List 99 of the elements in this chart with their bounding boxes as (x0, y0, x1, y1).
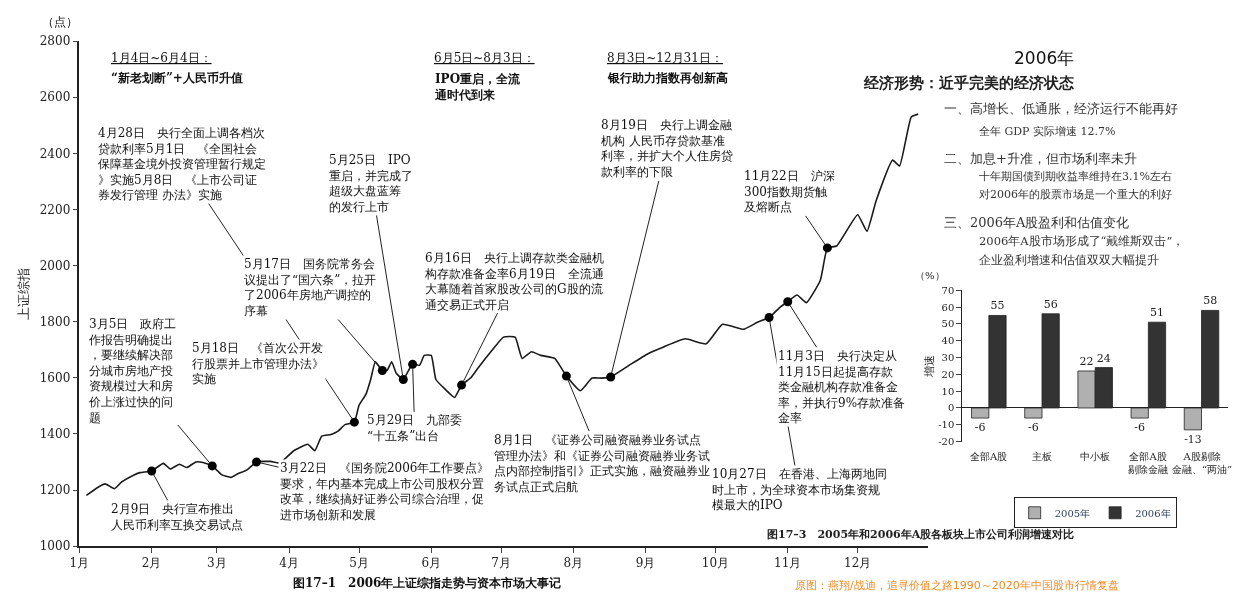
annotation: 10月27日 在香港、上海两地同时上市，为全球资本市场集资规模最大的IPO (712, 467, 887, 513)
annotation: 5月17日 国务院常务会议提出了“国六条”，拉开了2006年房地产调控的序幕 (244, 257, 377, 318)
annotation: 3月5日 政府工作报告明确提出，要继续解决部分城市房地产投资规模过大和房价上涨过快的问题 (88, 317, 177, 425)
y-tick-label: -20 (938, 436, 955, 448)
y-tick-label: 2200 (39, 202, 71, 217)
annotation: 8月1日 《证券公司融资融券业务试点管理办法》和《证券公司融资融券业务试点内部控制指引》正式实施，融资融券业务试点正式启航 (494, 433, 710, 494)
data-label: 58 (1203, 294, 1218, 308)
x-tick-label: 9月 (635, 556, 656, 571)
point (606, 372, 616, 382)
x-tick-label: 中小板 (1080, 451, 1110, 462)
data-label: -6 (1028, 421, 1039, 435)
x-tick-label: 10月 (701, 556, 730, 571)
data-label: -13 (1184, 432, 1202, 446)
text: 对2006年的股票市场是一个重大的利好 (979, 188, 1172, 201)
y-tick-label: 20 (941, 368, 955, 380)
point (349, 417, 359, 427)
text: 经济形势：近乎完美的经济状态 (863, 74, 1074, 92)
text: 十年期国债到期收益率维持在3.1%左右 (979, 170, 1172, 183)
annotation: 2月9日 央行宣布推出人民币利率互换交易试点 (111, 502, 243, 532)
annotation: “新老划断”+人民币升值 (111, 71, 243, 85)
annotation: 6月16日 央行上调存款类金融机构存款准备金率6月19日 全流通大幕随着首家股改公司的G股的流通交易正式开启 (424, 251, 604, 312)
annotation: 8月3日~12月31日： (607, 51, 723, 65)
x-tick-label: 主板 (1032, 451, 1052, 462)
annotation: （%） (915, 270, 945, 281)
y-tick-label: 30 (941, 352, 955, 364)
text: 企业盈利增速和估值双双大幅提升 (979, 253, 1159, 267)
x-tick-label: 2月 (141, 556, 162, 571)
annotation: 11月22日 沪深300指数期货触及熔断点 (744, 169, 835, 215)
x-tick-label: 1月 (69, 556, 90, 571)
data-label: 51 (1149, 306, 1164, 320)
data-label: 56 (1043, 297, 1058, 311)
y-tick-label: 2400 (39, 146, 71, 161)
y-tick-label: 0 (947, 402, 955, 414)
text: 2006年A股市场形成了“戴维斯双击”， (979, 234, 1185, 248)
data-label: 24 (1096, 351, 1111, 365)
y-tick-label: 40 (941, 335, 955, 347)
data-label: -6 (1134, 421, 1146, 435)
y-tick-label: 50 (941, 318, 955, 330)
x-tick-label: 5月 (349, 556, 369, 571)
x-tick-label: 全部A股 (970, 451, 1008, 462)
text: 2006年 (1014, 48, 1075, 68)
x-tick-label: 6月 (421, 556, 442, 571)
annotation: 5月18日 《首次公开发行股票并上市管理办法》实施 (192, 341, 324, 387)
point (207, 461, 217, 471)
annotation: 图17–3 2005年和2006年A股各板块上市公司利润增速对比 (767, 528, 1075, 541)
point (457, 380, 467, 390)
y-tick-label: 1200 (39, 483, 71, 498)
y-tick-label: 1600 (39, 371, 71, 385)
y-tick-label: 2600 (39, 90, 71, 105)
data-label: 22 (1079, 354, 1094, 368)
point (147, 466, 157, 476)
x-tick-label: 3月 (207, 556, 227, 571)
y-tick-label: 10 (941, 385, 955, 397)
point (764, 312, 774, 322)
x-tick-label: 12月 (844, 556, 872, 571)
text: 全年 GDP 实际增速 12.7% (979, 125, 1116, 138)
y-tick-label: 1000 (39, 539, 71, 554)
annotation: 4月28日 央行全面上调各档次贷款利率5月1日 《全国社会保障基金境外投资管理暂行规定》实施5月8日 《上市公司证券发行管理 办法》实施 (98, 126, 266, 203)
point (408, 359, 418, 369)
text: 二、加息+升准，但市场利率未升 (944, 151, 1137, 166)
legend-label: 2006年 (1135, 507, 1171, 519)
data-label: -6 (974, 421, 986, 435)
x-tick-label: 11月 (774, 556, 802, 571)
x-tick-label: 7月 (491, 556, 511, 571)
x-tick-label: A股剔除金融、“两油” (1172, 451, 1233, 475)
point (561, 371, 571, 381)
annotation: 11月3日 央行决定从11月15日起提高存款类金融机构存款准备金率，并执行9%存款准备金率 (778, 349, 906, 426)
annotation: 3月22日 《国务院2006年工作要点》要求，年内基本完成上市公司股权分置改革，继续搞好证券公司综合治理，促进市场创新和发展 (280, 461, 490, 522)
annotation: 银行助力指数再创新高 (607, 71, 728, 85)
y-axis-title: 增速 (922, 354, 936, 378)
point (398, 374, 408, 384)
y-tick-label: 60 (941, 301, 955, 313)
x-tick-label: 8月 (563, 556, 584, 571)
text: （点） (42, 15, 78, 29)
y-tick-label: 2000 (39, 258, 71, 273)
point (252, 457, 262, 467)
y-tick-label: 1400 (39, 427, 71, 442)
y-tick-label: -10 (938, 419, 955, 431)
annotation: 1月4日~6月4日： (111, 51, 212, 65)
y-tick-label: 70 (941, 284, 955, 296)
annotation: 5月29日 九部委“十五条”出台 (367, 413, 462, 443)
caption: 图17–1 2006年上证综指走势与资本市场大事记 (293, 576, 562, 590)
x-tick-label: 全部A股剔除金融 (1128, 451, 1168, 475)
annotation: 5月25日 IPO重启，并完成了超级大盘蓝筹的发行上市 (329, 153, 413, 214)
text: 一、高增长、低通胀，经济运行不能再好 (944, 101, 1178, 116)
y-tick-label: 2800 (39, 34, 71, 49)
annotation: IPO重启，全流通时代到来 (434, 72, 522, 102)
data-label: 55 (990, 299, 1005, 313)
y-axis-title: 上证综指 (16, 267, 32, 320)
annotation: 6月5日~8月3日： (434, 51, 535, 65)
y-tick-label: 1800 (39, 314, 71, 329)
x-tick-label: 4月 (279, 556, 299, 571)
point (377, 366, 387, 376)
point (783, 297, 793, 307)
text: 三、2006年A股盈利和估值变化 (944, 215, 1130, 230)
point (822, 243, 832, 253)
annotation: 8月19日 央行上调金融机构 人民币存贷款基准利率，并扩大个人住房贷款利率的下限 (601, 118, 733, 179)
text: 原图：燕翔/战迪，追寻价值之路1990～2020年中国股市行情复盘 (795, 579, 1119, 592)
legend-label: 2005年 (1054, 507, 1091, 519)
